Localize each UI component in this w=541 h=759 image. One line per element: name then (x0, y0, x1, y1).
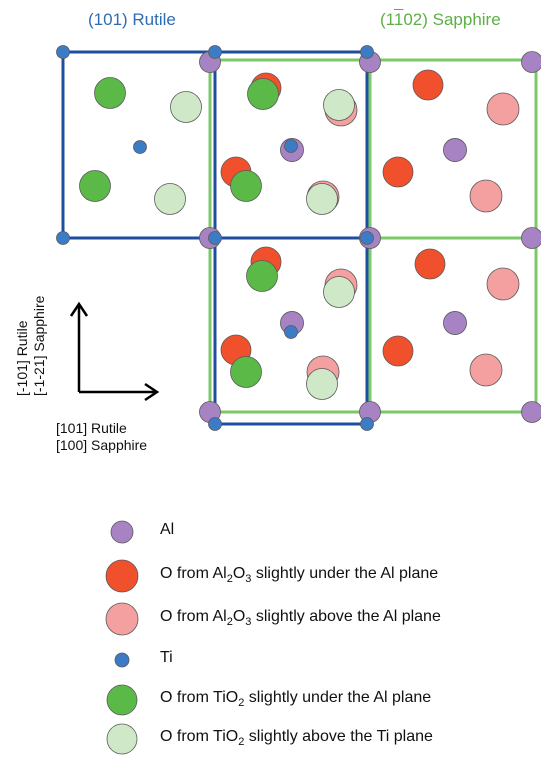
legend-item-o-al2o3-above: O from Al2O3 slightly above the Al plane (96, 599, 536, 639)
legend-swatch (104, 682, 140, 718)
o-tio2-above-atom (324, 277, 355, 308)
legend-swatch-circle (106, 603, 138, 635)
o-al2o3-above-atom (487, 93, 519, 125)
o-al2o3-under-atom (383, 336, 413, 366)
o-tio2-under-atom (80, 171, 111, 202)
al-atom (443, 311, 466, 334)
al-atom (522, 402, 541, 423)
legend-item-o-tio2-under: O from TiO2 slightly under the Al plane (96, 680, 536, 720)
vertical-axis-sapphire: [-1-21] Sapphire (31, 296, 48, 396)
o-tio2-above-atom (171, 92, 202, 123)
legend-swatch (104, 514, 140, 550)
o-tio2-above-atom (155, 184, 186, 215)
legend-label: O from TiO2 slightly above the Ti plane (160, 728, 433, 748)
legend-swatch-circle (106, 560, 138, 592)
horizontal-axis-sapphire: [100] Sapphire (56, 437, 147, 454)
legend-label: Al (160, 521, 174, 539)
legend-item-o-tio2-above: O from TiO2 slightly above the Ti plane (96, 719, 536, 759)
horizontal-axis-label: [101] Rutile [100] Sapphire (56, 420, 147, 454)
legend-label: O from Al2O3 slightly above the Al plane (160, 608, 441, 628)
horizontal-axis-rutile: [101] Rutile (56, 420, 147, 437)
legend-swatch (104, 721, 140, 757)
o-al2o3-above-atom (470, 354, 502, 386)
o-tio2-under-atom (95, 78, 126, 109)
o-tio2-under-atom (231, 171, 262, 202)
o-tio2-above-atom (307, 184, 338, 215)
o-al2o3-under-atom (413, 70, 443, 100)
legend-swatch (104, 558, 140, 594)
o-al2o3-under-atom (415, 249, 445, 279)
legend-swatch-circle (107, 685, 137, 715)
legend-label: O from TiO2 slightly under the Al plane (160, 689, 431, 709)
legend-item-al: Al (96, 512, 536, 552)
al-atom (522, 228, 541, 249)
o-tio2-above-atom (307, 369, 338, 400)
o-al2o3-under-atom (383, 157, 413, 187)
o-al2o3-above-atom (470, 180, 502, 212)
vertical-axis-rutile: [-101] Rutile (14, 296, 31, 396)
al-atom (443, 138, 466, 161)
ti-atom (285, 326, 298, 339)
ti-atom (285, 140, 298, 153)
ti-atom (361, 418, 374, 431)
legend-label: O from Al2O3 slightly under the Al plane (160, 565, 438, 585)
legend-label: Ti (160, 649, 173, 667)
ti-atom (209, 418, 222, 431)
legend-item-o-al2o3-under: O from Al2O3 slightly under the Al plane (96, 556, 536, 596)
o-al2o3-above-atom (487, 268, 519, 300)
ti-atom (209, 46, 222, 59)
legend-swatch (104, 642, 140, 678)
ti-atom (209, 232, 222, 245)
legend-swatch-circle (111, 521, 133, 543)
ti-atom (361, 46, 374, 59)
legend-item-ti: Ti (96, 640, 536, 680)
rutile-title: (101) Rutile (88, 10, 176, 30)
ti-atom (134, 141, 147, 154)
o-tio2-under-atom (247, 261, 278, 292)
vertical-axis-label: [-101] Rutile [-1-21] Sapphire (14, 268, 31, 396)
o-tio2-under-atom (248, 79, 279, 110)
o-tio2-above-atom (324, 90, 355, 121)
o-tio2-under-atom (231, 357, 262, 388)
ti-atom (57, 46, 70, 59)
ti-atom (361, 232, 374, 245)
sapphire-title: (1102) Sapphire (380, 10, 501, 30)
legend-swatch (104, 601, 140, 637)
ti-atom (57, 232, 70, 245)
al-atom (522, 52, 541, 73)
legend-swatch-circle (115, 653, 129, 667)
